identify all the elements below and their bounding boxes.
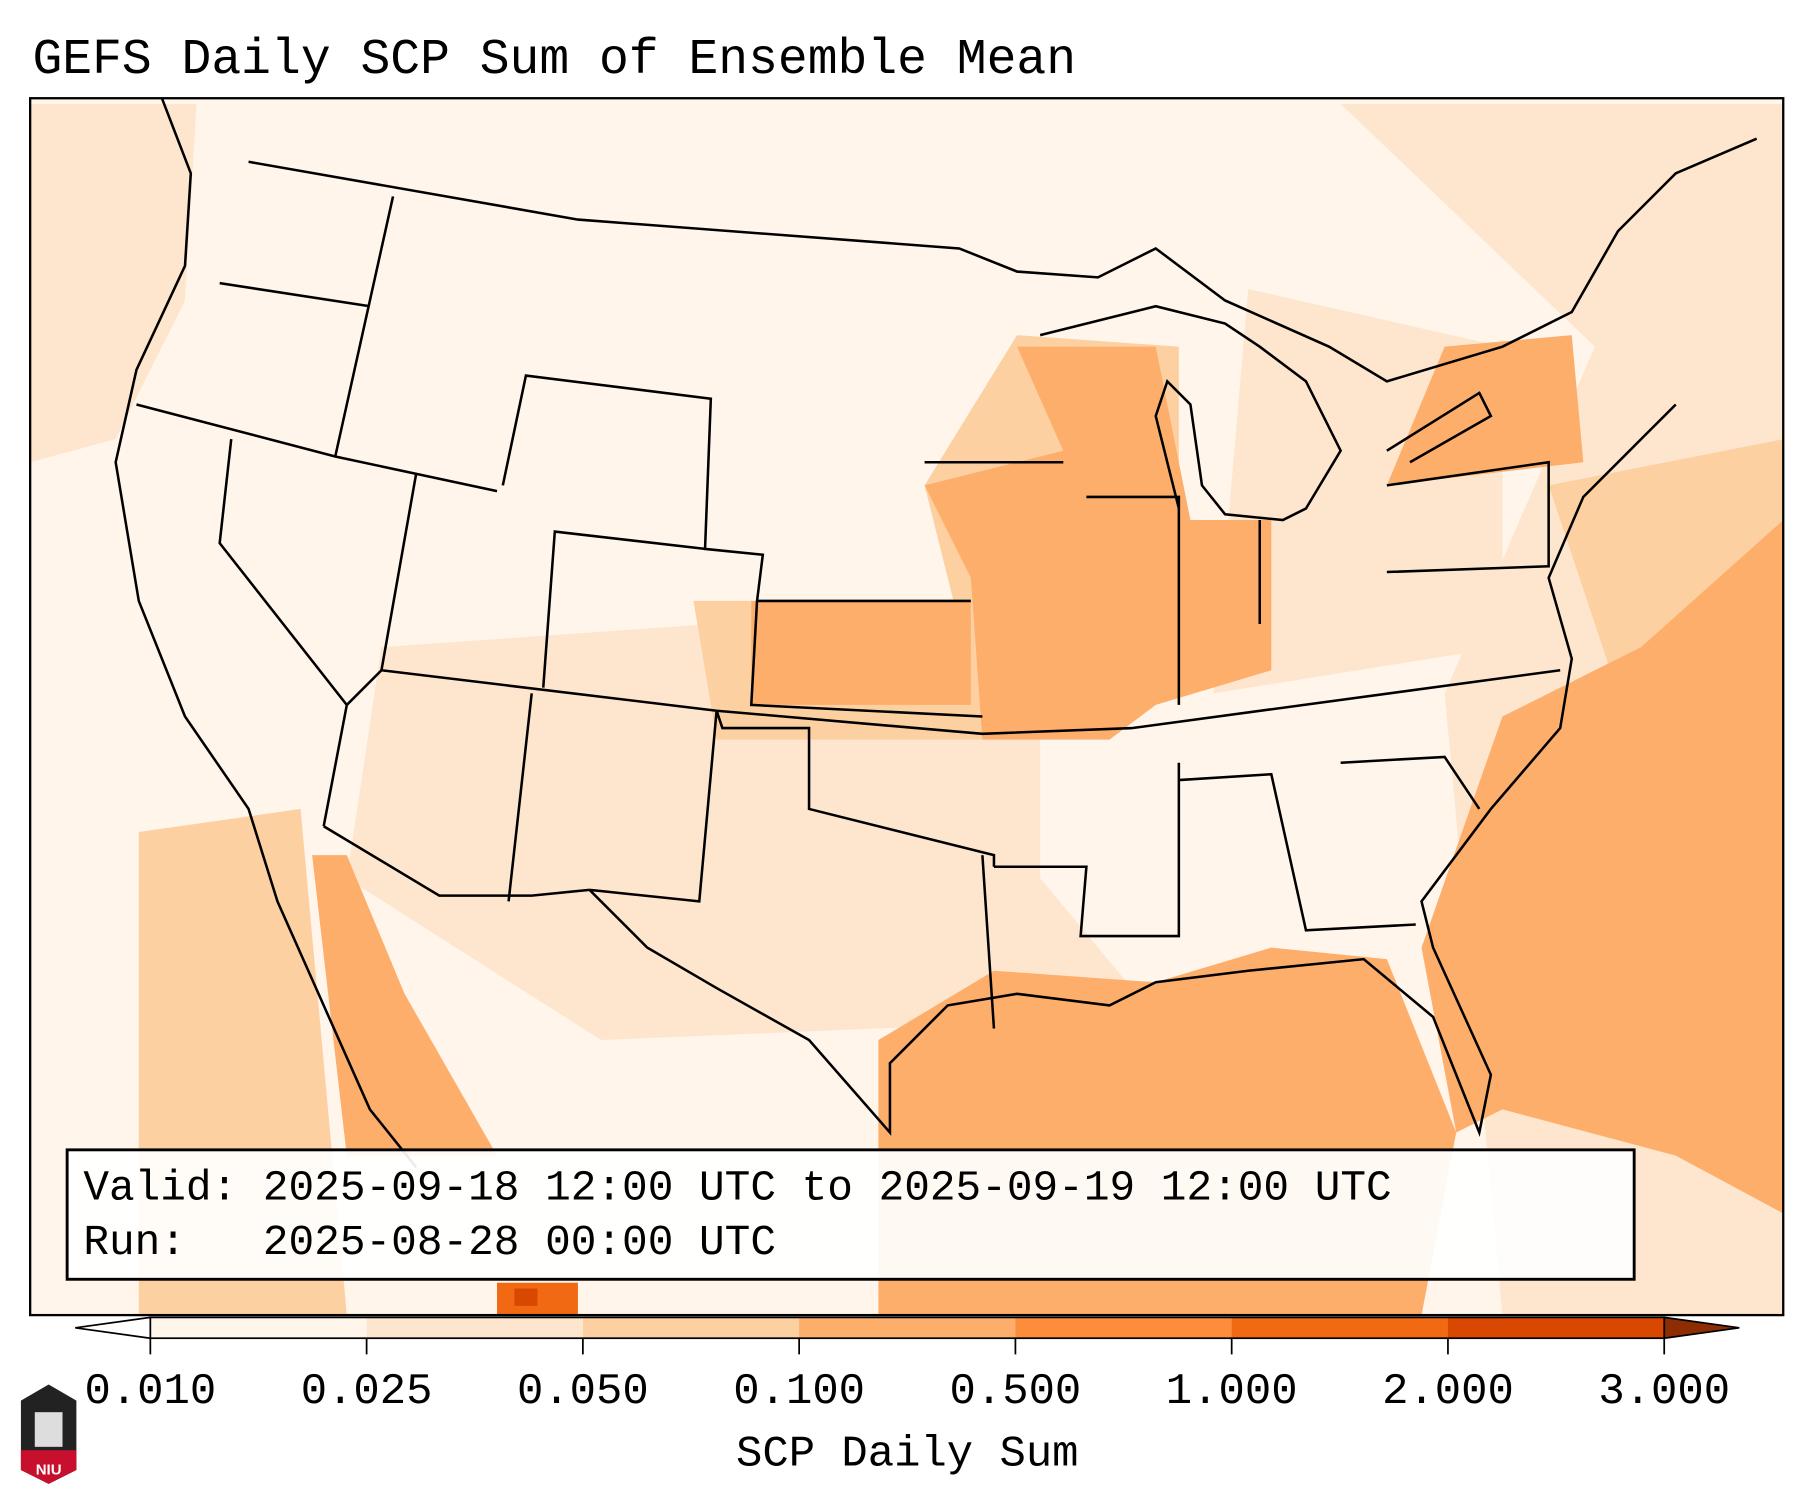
colorbar-segment <box>799 1317 1016 1339</box>
niu-logo: NIU <box>20 1384 77 1484</box>
coastline-west <box>114 98 418 1168</box>
colorbar-tick-label: 3.000 <box>1598 1367 1730 1417</box>
colorbar-tick-label: 0.500 <box>950 1367 1082 1417</box>
colorbar-tick-label: 0.025 <box>301 1367 433 1417</box>
scp-field-orange <box>312 335 1784 1316</box>
colorbar: 0.010 0.025 0.050 0.100 0.500 1.000 2.000 3.000… <box>75 1316 1740 1479</box>
colorbar-tick-label: 0.050 <box>517 1367 649 1417</box>
us-mexico-border <box>323 825 590 897</box>
coastline-gulf <box>588 403 1677 1137</box>
colorbar-tick-label: 0.010 <box>84 1367 216 1417</box>
colorbar-label: SCP Daily Sum <box>736 1429 1079 1479</box>
colorbar-segment <box>1447 1317 1665 1339</box>
logo-text: NIU <box>36 1462 62 1479</box>
us-canada-border <box>248 137 1758 383</box>
info-box: Valid: 2025-09-18 12:00 UTC to 2025-09-1… <box>65 1148 1636 1281</box>
colorbar-tick-label: 1.000 <box>1166 1367 1298 1417</box>
colorbar-over-triangle <box>1663 1316 1740 1340</box>
scp-field-max <box>497 1282 578 1316</box>
colorbar-tick-label: 2.000 <box>1382 1367 1514 1417</box>
state-lines <box>136 196 1561 1029</box>
page-title: GEFS Daily SCP Sum of Ensemble Mean <box>32 32 1076 88</box>
colorbar-segment <box>366 1317 584 1339</box>
colorbar-segment <box>1231 1317 1449 1339</box>
colorbar-segment <box>150 1317 368 1339</box>
colorbar-segment <box>582 1317 800 1339</box>
great-lakes <box>1039 304 1493 522</box>
map-panel <box>29 97 1785 1317</box>
colorbar-tick-label: 0.100 <box>733 1367 865 1417</box>
boundaries <box>114 98 1758 1168</box>
colorbar-under-triangle <box>75 1316 152 1340</box>
valid-time: Valid: 2025-09-18 12:00 UTC to 2025-09-1… <box>83 1164 1391 1213</box>
run-time: Run: 2025-08-28 00:00 UTC <box>83 1218 776 1267</box>
colorbar-segment <box>1015 1317 1233 1339</box>
